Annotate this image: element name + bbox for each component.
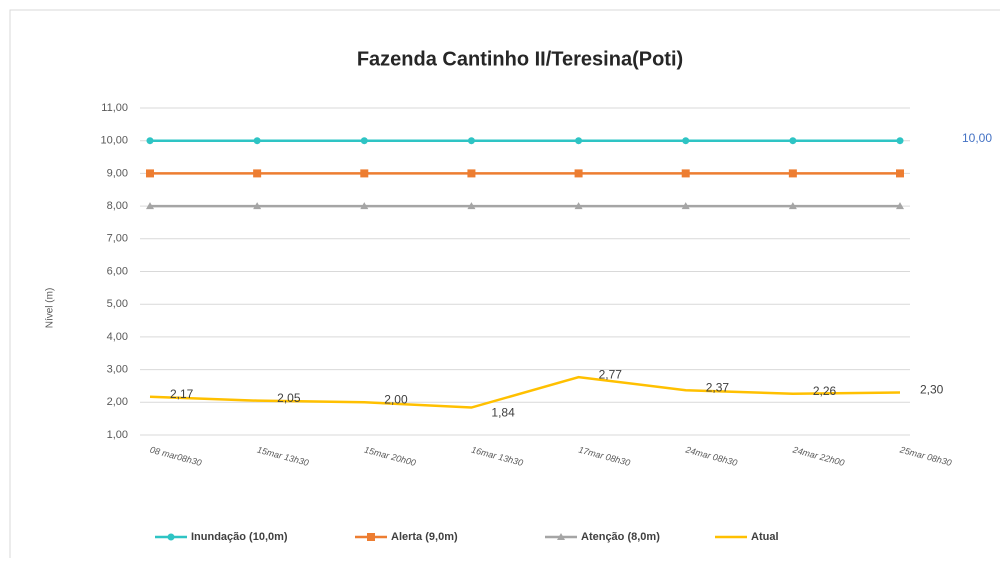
point [360,202,369,210]
series-line [149,375,901,409]
point [253,169,262,178]
legend-marker [557,533,565,540]
y-tick-label: 11,00 [101,102,128,114]
point [789,137,797,145]
legend-marker [167,533,175,541]
point [681,169,690,178]
y-tick-label: 4,00 [107,331,128,343]
data-label: 2,17 [170,387,194,401]
point [896,169,904,178]
y-tick-label: 5,00 [107,298,128,310]
point [360,169,369,178]
point [575,137,583,145]
legend-label: Atenção (8,0m) [581,531,660,543]
legend-marker [367,533,375,541]
data-label: 2,37 [706,380,730,394]
point [574,202,583,210]
data-label: 2,26 [813,384,837,398]
point [467,137,475,145]
point [146,137,154,145]
y-tick-label: 2,00 [107,396,128,408]
point [467,202,476,210]
data-label: 2,00 [384,392,408,406]
data-label: 2,30 [920,383,944,397]
chart-frame [9,9,1000,563]
point [681,202,690,210]
y-tick-label: 7,00 [107,233,128,245]
data-label: 2,77 [599,367,623,381]
y-tick-label: 9,00 [107,167,128,179]
point [788,202,797,210]
point [788,169,797,178]
point [896,137,904,145]
point [682,137,690,145]
point [146,202,154,210]
data-label: 1,84 [491,406,515,420]
y-tick-label: 1,00 [107,429,128,441]
y-axis-label: Nível (m) [45,288,56,329]
legend-label: Inundação (10,0m) [191,531,288,543]
point [467,169,476,178]
chart-title: Fazenda Cantinho II/Teresina(Poti) [357,48,683,70]
y-tick-label: 6,00 [107,265,128,277]
point [146,169,154,178]
point [253,202,262,210]
point [253,137,261,145]
legend-label: Atual [751,531,779,543]
point [360,137,368,145]
data-label: 10,00 [962,131,992,145]
y-tick-label: 3,00 [107,364,128,376]
point [574,169,583,178]
y-tick-label: 8,00 [107,200,128,212]
point [896,202,904,210]
legend-label: Alerta (9,0m) [391,531,458,543]
y-tick-label: 10,00 [100,135,128,147]
data-label: 2,05 [277,391,301,405]
